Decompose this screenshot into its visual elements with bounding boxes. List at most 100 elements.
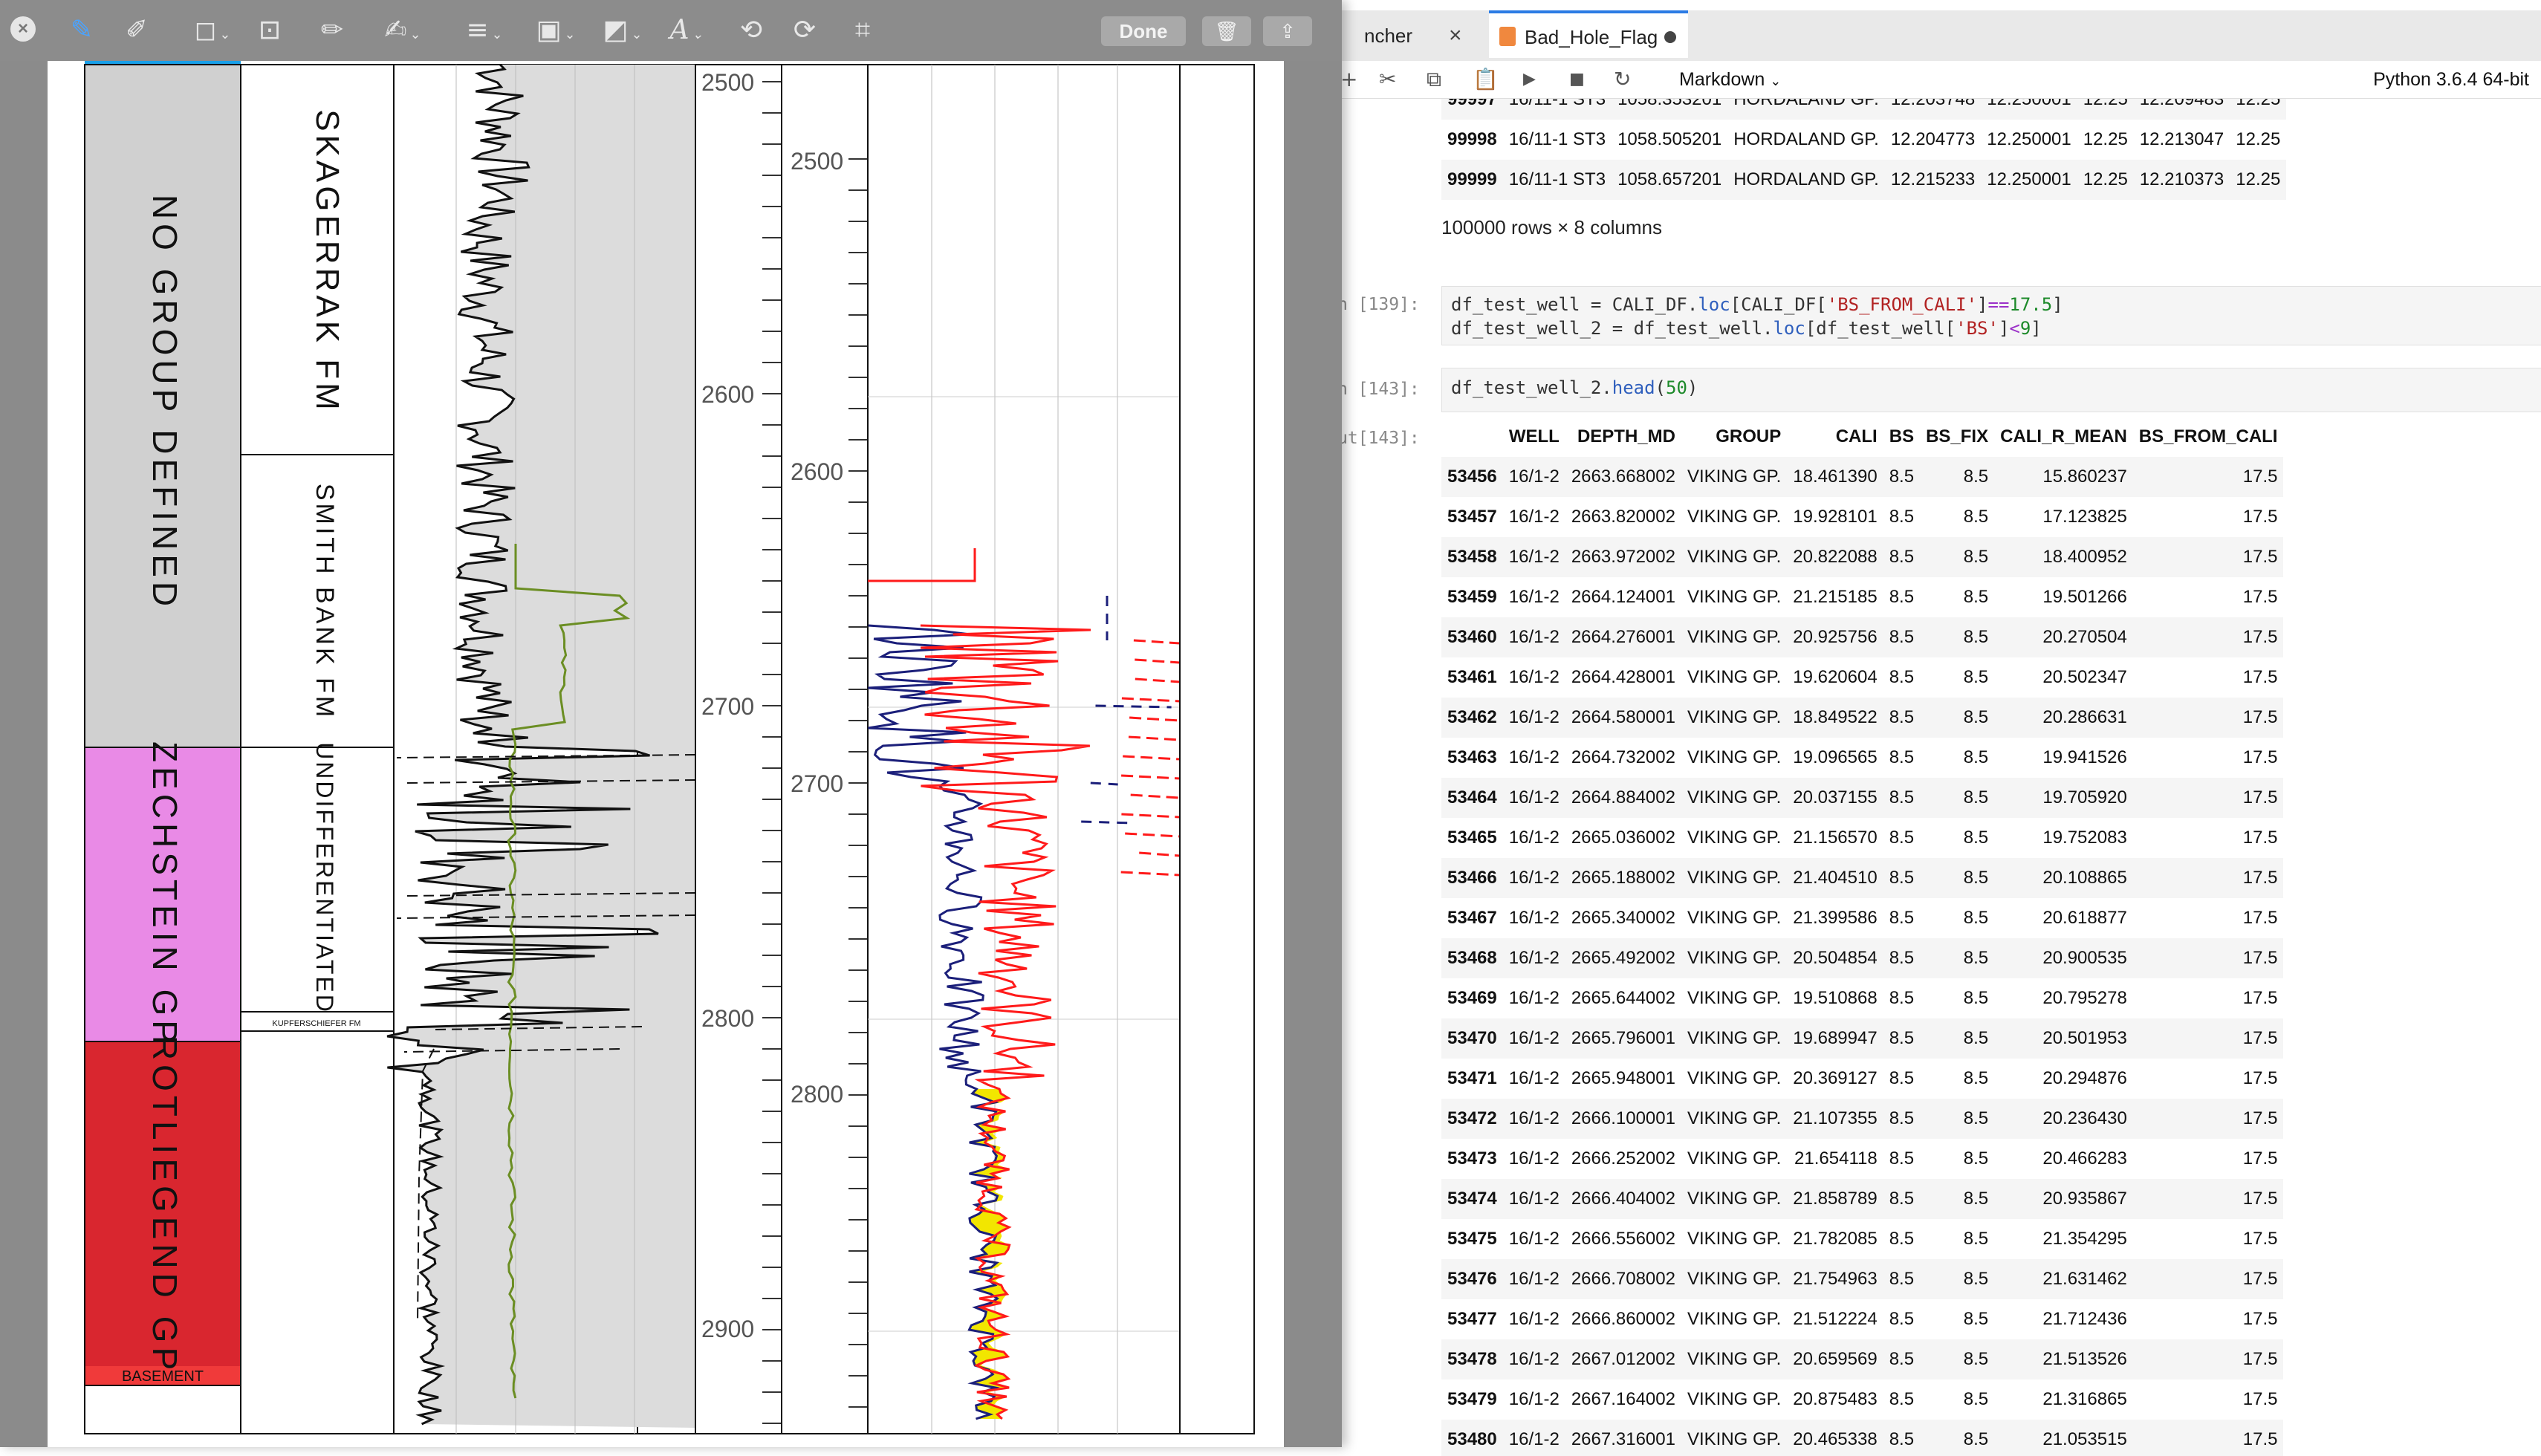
table-cell: 17.5 [2132,1420,2284,1456]
table-cell: 17.5 [2242,908,2278,928]
table-cell: 8.5 [1883,1179,1921,1219]
draw-brush-icon[interactable]: ✐ [125,15,149,45]
table-row: 53480 16/1-2 2667.316001 VIKING GP. 20.46533… [1441,1420,2284,1456]
restart-icon[interactable]: ↻ [1614,67,1632,91]
table-cell: 8.5 [1889,1148,1915,1169]
cell-prompt-139: n [139]: [1337,295,1420,314]
table-cell: 17.5 [2242,1068,2278,1088]
shapes-icon[interactable]: ◻ ⌄ [194,15,231,45]
table-cell: VIKING GP. [1681,617,1788,657]
code-cell-139[interactable]: df_test_well = CALI_DF.loc[CALI_DF['BS_F… [1441,286,2541,345]
row-index: 53457 [1447,507,1497,527]
table-cell: 1058.505201 [1617,129,1722,149]
table-cell: 19.689947 [1787,1018,1883,1059]
paste-icon[interactable]: 📋 [1473,67,1499,91]
rotate-left-icon[interactable]: ⟲ [739,15,763,45]
crop-icon[interactable]: ⌗ [854,15,871,45]
row-index: 99999 [1441,160,1503,200]
table-cell: VIKING GP. [1687,1229,1782,1249]
notebook-icon [1499,27,1516,46]
rotate-right-icon[interactable]: ⟳ [793,15,817,45]
table-cell: 12.204773 [1890,129,1976,149]
share-icon[interactable]: ⇪ [1263,16,1312,46]
output-table-top: 99997 16/11-1 ST3 1058.353201 HORDALAND GP.… [1441,99,2287,200]
table-cell: 16/1-2 [1508,1229,1560,1249]
table-cell: 2666.252002 [1571,1148,1675,1169]
copy-icon[interactable]: ⧉ [1427,67,1441,91]
table-cell: 19.510868 [1793,988,1878,1008]
tab-label: Bad_Hole_Flag [1525,26,1658,48]
row-index: 53466 [1441,858,1503,898]
table-row: 53472 16/1-2 2666.100001 VIKING GP. 21.10735… [1441,1099,2284,1139]
signature-icon[interactable]: ✍ ⌄ [384,15,421,45]
row-index: 53465 [1447,828,1497,848]
highlight-icon[interactable]: ✏ [320,15,344,45]
sketch-pen-icon[interactable]: ✎ [70,15,94,45]
text-box-icon[interactable]: ⊡ [258,15,282,45]
table-cell: 19.928101 [1793,507,1878,527]
table-cell: 2665.188002 [1565,858,1681,898]
table-cell: 8.5 [1920,1099,1995,1139]
cell-type-select[interactable]: Markdown ⌄ [1679,67,1781,94]
table-cell: 20.369127 [1793,1068,1878,1088]
jupyter-window: ncher × Bad_Hole_Flag + ✂ ⧉ 📋 ▶ ■ ↻ Mark… [1330,0,2541,1456]
table-cell: 2666.860002 [1571,1309,1675,1329]
table-cell: 20.108865 [1994,858,2133,898]
code-cell-143[interactable]: df_test_well_2.head(50) [1441,368,2541,412]
text-style-icon[interactable]: A ⌄ [669,15,704,45]
table-row: 53463 16/1-2 2664.732002 VIKING GP. 19.09656… [1441,738,2283,778]
table-cell: 2667.012002 [1565,1339,1681,1379]
depth-track-b: 2500 2600 2700 2800 [781,64,869,1434]
table-cell: 16/1-2 [1508,1068,1560,1088]
close-icon[interactable]: × [1449,23,1462,48]
table-cell: 8.5 [1963,587,1989,607]
table-cell: 17.5 [2132,457,2284,497]
table-row: 53471 16/1-2 2665.948001 VIKING GP. 20.36912… [1441,1059,2283,1099]
kernel-name[interactable]: Python 3.6.4 64-bit [2373,69,2529,90]
table-row: 53461 16/1-2 2664.428001 VIKING GP. 19.62060… [1441,657,2283,698]
tab-bad-hole-flag[interactable]: Bad_Hole_Flag [1489,10,1688,58]
table-cell: 16/1-2 [1502,858,1565,898]
table-cell: 2666.100001 [1565,1099,1681,1139]
trash-icon[interactable]: 🗑 [1202,16,1251,46]
depth-tick-b-2600: 2600 [791,458,843,485]
table-cell: 16/11-1 ST3 [1502,160,1612,200]
depth-tick-b-2700: 2700 [791,770,843,797]
line-style-icon[interactable]: ≡ ⌄ [466,15,503,45]
depth-tick-a-2900: 2900 [701,1316,754,1342]
cut-icon[interactable]: ✂ [1379,67,1397,91]
stop-icon[interactable]: ■ [1569,70,1585,88]
table-cell: 8.5 [1963,1148,1989,1169]
table-cell: 17.5 [2242,587,2278,607]
add-cell-icon[interactable]: + [1340,67,1358,91]
table-cell: 8.5 [1889,667,1915,687]
table-cell: 21.512224 [1793,1309,1878,1329]
code-line-2: df_test_well_2 = df_test_well.loc[df_tes… [1451,318,2042,339]
table-cell: 16/1-2 [1502,1018,1565,1059]
fill-color-icon[interactable]: ◩ ⌄ [603,15,643,45]
close-icon[interactable]: × [10,16,36,42]
table-cell: 2663.972002 [1565,537,1681,577]
table-cell: 8.5 [1963,828,1989,848]
row-index: 53474 [1441,1179,1503,1219]
table-cell: 20.935867 [1994,1179,2133,1219]
table-cell: 8.5 [1883,537,1921,577]
tab-launcher[interactable]: ncher × [1330,10,1479,61]
run-icon[interactable]: ▶ [1523,70,1536,88]
table-cell: VIKING GP. [1687,1148,1782,1169]
rows-columns-note: 100000 rows × 8 columns [1441,216,1663,238]
group-no-group [85,61,241,747]
table-cell: 16/11-1 ST3 [1508,129,1606,149]
table-cell: 16/1-2 [1502,1259,1565,1299]
table-cell: 16/1-2 [1502,938,1565,978]
done-button[interactable]: Done [1101,16,1186,46]
table-cell: 17.5 [2132,858,2284,898]
border-color-icon[interactable]: ▣ ⌄ [536,15,576,45]
row-index: 99998 [1447,129,1497,149]
cell-type-value: Markdown [1679,69,1765,90]
table-row: 99997 16/11-1 ST3 1058.353201 HORDALAND GP.… [1441,99,2287,120]
table-cell: 17.123825 [2042,507,2127,527]
row-index: 53456 [1441,457,1503,497]
table-cell: 17.5 [2132,1018,2284,1059]
depth-track-a: 2500 2600 2700 2800 2900 [695,64,782,1434]
